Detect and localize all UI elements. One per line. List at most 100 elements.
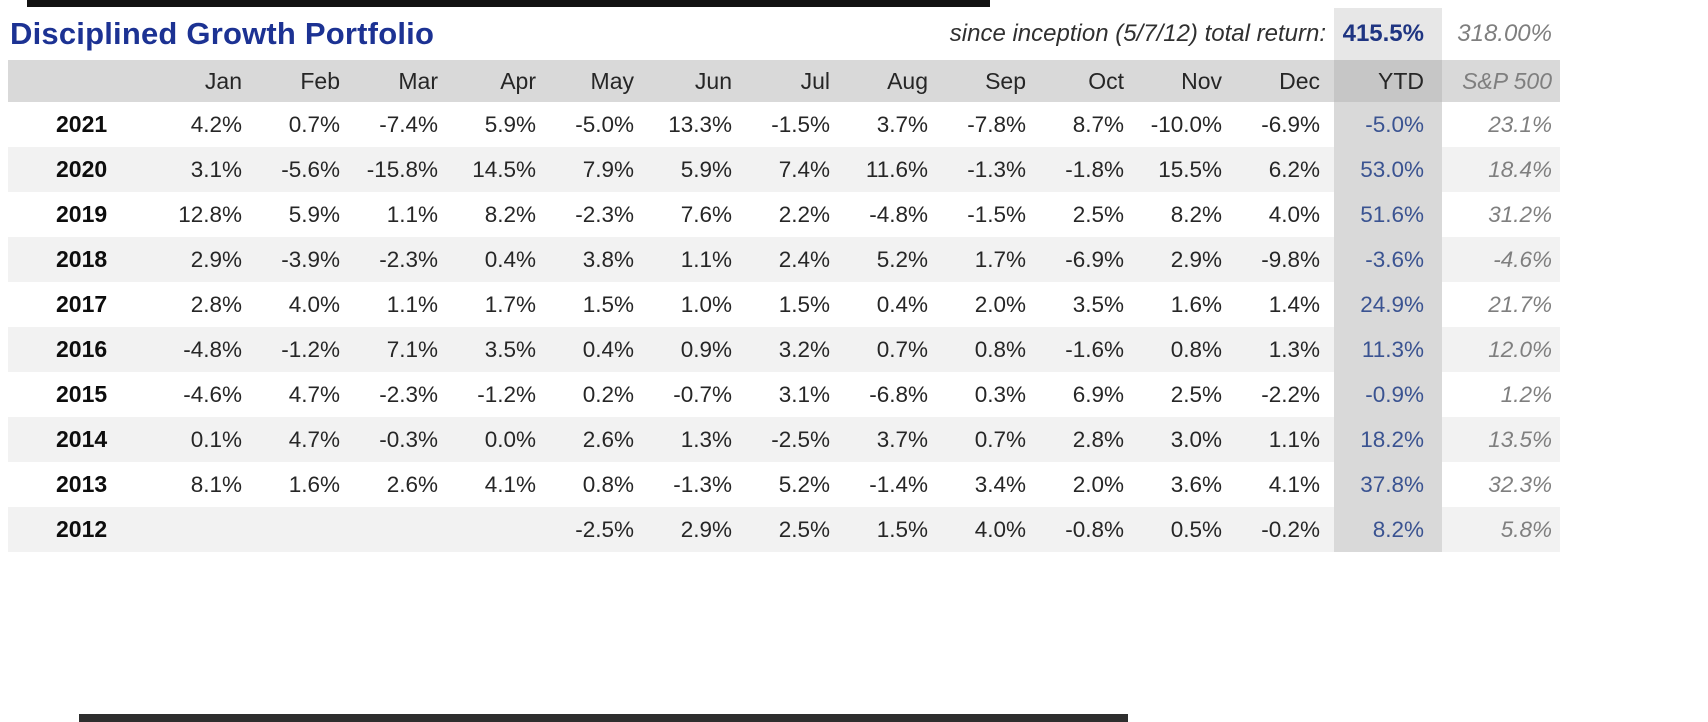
return-cell-2021-may: -5.0% [575, 111, 634, 137]
return-cell-2012-sep: 4.0% [974, 516, 1026, 542]
header-month-jan: Jan [204, 67, 242, 94]
table-row-2017: 2017 2.8% 4.0% 1.1% 1.7% 1.5% 1.0% 1.5% 0.4% 2.0%… [8, 282, 1560, 327]
return-cell-2012-mar [354, 507, 452, 552]
sp500-cell-2019: 31.2% [1488, 201, 1552, 227]
return-cell-2016-apr: 3.5% [484, 336, 536, 362]
table-row-2015: 2015 -4.6% 4.7% -2.3% -1.2% 0.2% -0.7% 3.1% -6.8… [8, 372, 1560, 417]
return-cell-2014-jul: -2.5% [771, 426, 830, 452]
return-cell-2013-aug: -1.4% [869, 471, 928, 497]
return-cell-2020-mar: -15.8% [366, 156, 438, 182]
return-cell-2019-oct: 2.5% [1072, 201, 1124, 227]
return-cell-2019-jun: 7.6% [680, 201, 732, 227]
table-body: 2021 4.2% 0.7% -7.4% 5.9% -5.0% 13.3% -1.5% 3.7%… [8, 102, 1560, 552]
header-ytd: YTD [1334, 60, 1442, 102]
ytd-cell-2016: 11.3% [1334, 327, 1442, 372]
return-cell-2017-jan: 2.8% [190, 291, 242, 317]
header-month-apr: Apr [500, 67, 536, 94]
ytd-cell-2012: 8.2% [1334, 507, 1442, 552]
sp500-cell-2012: 5.8% [1500, 516, 1552, 542]
header-month-jul: Jul [800, 67, 830, 94]
ytd-cell-2020: 53.0% [1334, 147, 1442, 192]
return-cell-2018-feb: -3.9% [281, 246, 340, 272]
return-cell-2014-oct: 2.8% [1072, 426, 1124, 452]
return-cell-2013-may: 0.8% [582, 471, 634, 497]
header-month-feb: Feb [300, 67, 340, 94]
return-cell-2017-mar: 1.1% [386, 291, 438, 317]
ytd-cell-2015: -0.9% [1334, 372, 1442, 417]
return-cell-2016-nov: 0.8% [1170, 336, 1222, 362]
return-cell-2021-oct: 8.7% [1072, 111, 1124, 137]
returns-table: Disciplined Growth Portfolio since incep… [8, 8, 1560, 552]
return-cell-2012-may: -2.5% [575, 516, 634, 542]
return-cell-2012-oct: -0.8% [1065, 516, 1124, 542]
return-cell-2017-jun: 1.0% [680, 291, 732, 317]
sp500-cell-2015: 1.2% [1500, 381, 1552, 407]
return-cell-2021-sep: -7.8% [967, 111, 1026, 137]
return-cell-2012-dec: -0.2% [1261, 516, 1320, 542]
return-cell-2019-jul: 2.2% [778, 201, 830, 227]
return-cell-2015-jul: 3.1% [778, 381, 830, 407]
return-cell-2016-jan: -4.8% [183, 336, 242, 362]
bottom-edge-bar [79, 714, 1128, 722]
table-row-2020: 2020 3.1% -5.6% -15.8% 14.5% 7.9% 5.9% 7.4% 11.6… [8, 147, 1560, 192]
table-row-2019: 2019 12.8% 5.9% 1.1% 8.2% -2.3% 7.6% 2.2% -4.8% -… [8, 192, 1560, 237]
return-cell-2013-feb: 1.6% [288, 471, 340, 497]
return-cell-2014-apr: 0.0% [484, 426, 536, 452]
return-cell-2021-nov: -10.0% [1150, 111, 1222, 137]
sp500-cell-2020: 18.4% [1488, 156, 1552, 182]
return-cell-2018-jan: 2.9% [190, 246, 242, 272]
row-year: 2021 [56, 111, 108, 137]
return-cell-2018-oct: -6.9% [1065, 246, 1124, 272]
return-cell-2020-jan: 3.1% [190, 156, 242, 182]
page-title: Disciplined Growth Portfolio [10, 16, 435, 51]
header-month-sep: Sep [985, 67, 1026, 94]
ytd-cell-2018: -3.6% [1334, 237, 1442, 282]
return-cell-2014-may: 2.6% [582, 426, 634, 452]
return-cell-2014-aug: 3.7% [876, 426, 928, 452]
return-cell-2021-jul: -1.5% [771, 111, 830, 137]
return-cell-2017-feb: 4.0% [288, 291, 340, 317]
sp500-cell-2014: 13.5% [1488, 426, 1552, 452]
return-cell-2021-aug: 3.7% [876, 111, 928, 137]
return-cell-2015-dec: -2.2% [1261, 381, 1320, 407]
return-cell-2020-nov: 15.5% [1158, 156, 1222, 182]
ytd-cell-2017: 24.9% [1334, 282, 1442, 327]
table-row-2014: 2014 0.1% 4.7% -0.3% 0.0% 2.6% 1.3% -2.5% 3.7% 0.… [8, 417, 1560, 462]
header-month-jun: Jun [694, 67, 732, 94]
return-cell-2019-jan: 12.8% [178, 201, 242, 227]
return-cell-2013-sep: 3.4% [974, 471, 1026, 497]
return-cell-2015-jan: -4.6% [183, 381, 242, 407]
sp500-total-return-value: 318.00% [1457, 20, 1552, 47]
row-year: 2015 [56, 381, 108, 407]
return-cell-2020-oct: -1.8% [1065, 156, 1124, 182]
row-year: 2018 [56, 246, 108, 272]
return-cell-2017-apr: 1.7% [484, 291, 536, 317]
return-cell-2015-jun: -0.7% [673, 381, 732, 407]
ytd-cell-2013: 37.8% [1334, 462, 1442, 507]
total-return-value: 415.5% [1334, 8, 1442, 60]
return-cell-2019-may: -2.3% [575, 201, 634, 227]
return-cell-2013-apr: 4.1% [484, 471, 536, 497]
return-cell-2016-sep: 0.8% [974, 336, 1026, 362]
return-cell-2019-apr: 8.2% [484, 201, 536, 227]
return-cell-2012-apr [452, 507, 550, 552]
since-inception-label: since inception (5/7/12) total return: [949, 20, 1326, 47]
sp500-cell-2017: 21.7% [1488, 291, 1552, 317]
return-cell-2018-jun: 1.1% [680, 246, 732, 272]
ytd-cell-2014: 18.2% [1334, 417, 1442, 462]
return-cell-2017-may: 1.5% [582, 291, 634, 317]
return-cell-2012-nov: 0.5% [1170, 516, 1222, 542]
table-row-2012: 2012 -2.5% 2.9% 2.5% 1.5% 4.0% -0.8% 0.5% -0.2% 8… [8, 507, 1560, 552]
return-cell-2012-jan [158, 507, 256, 552]
return-cell-2017-dec: 1.4% [1268, 291, 1320, 317]
return-cell-2020-jul: 7.4% [778, 156, 830, 182]
return-cell-2020-dec: 6.2% [1268, 156, 1320, 182]
return-cell-2014-jun: 1.3% [680, 426, 732, 452]
return-cell-2020-sep: -1.3% [967, 156, 1026, 182]
return-cell-2012-jun: 2.9% [680, 516, 732, 542]
return-cell-2018-aug: 5.2% [876, 246, 928, 272]
return-cell-2014-jan: 0.1% [190, 426, 242, 452]
return-cell-2013-jul: 5.2% [778, 471, 830, 497]
return-cell-2017-aug: 0.4% [876, 291, 928, 317]
